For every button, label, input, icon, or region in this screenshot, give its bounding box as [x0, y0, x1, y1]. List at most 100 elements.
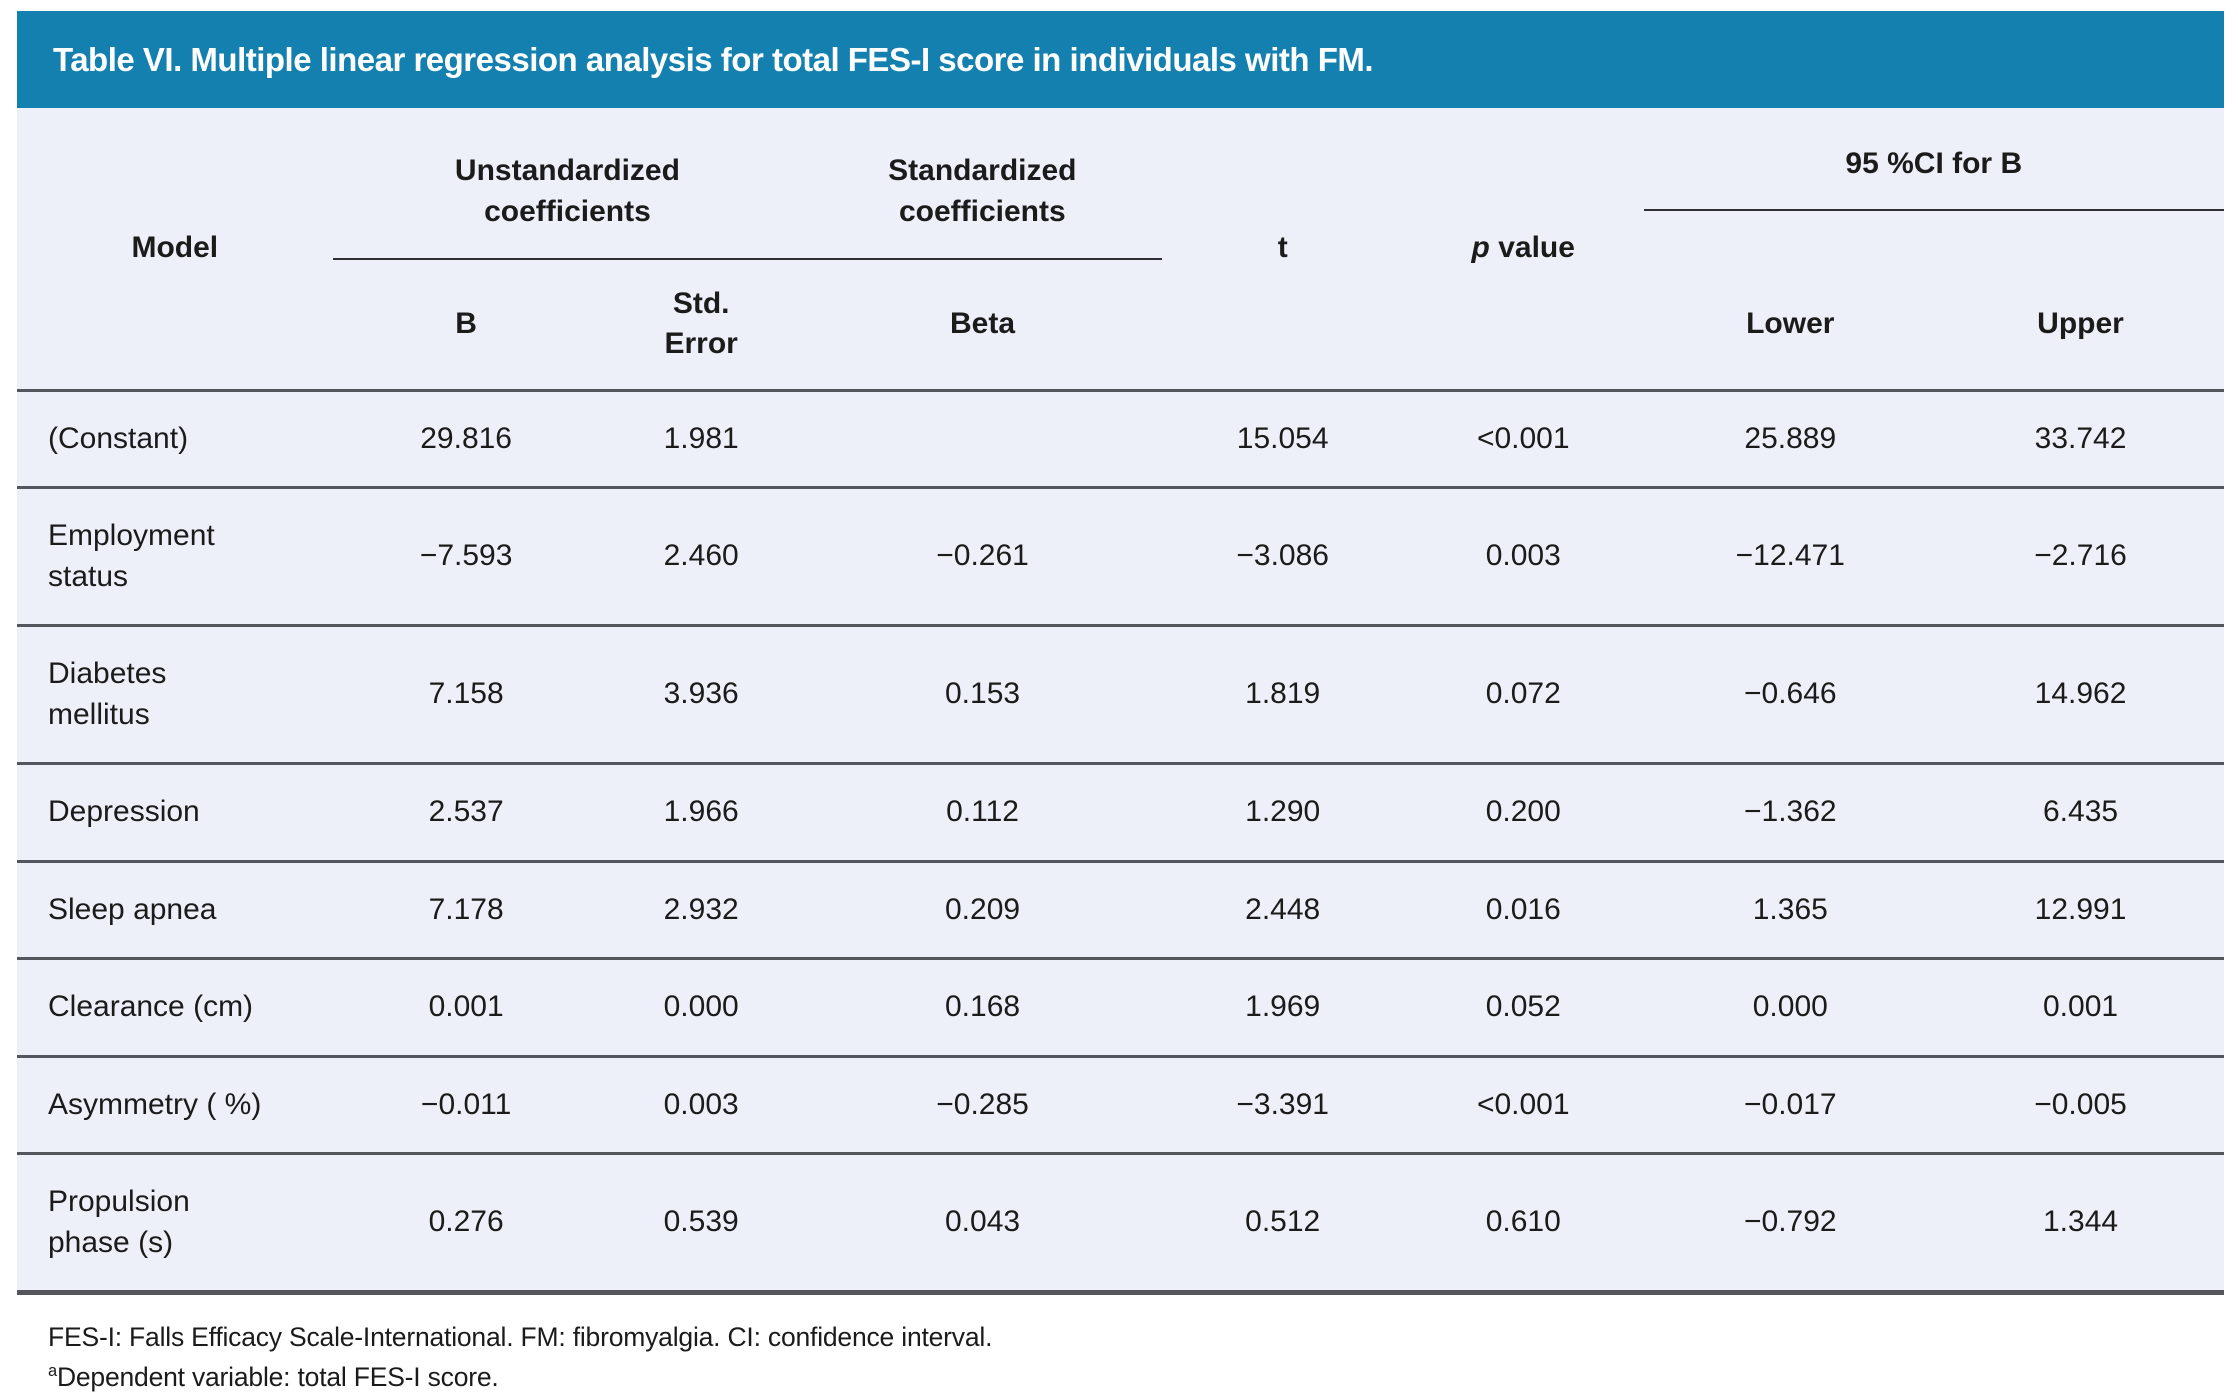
cell-t: 1.969 — [1245, 990, 1321, 1023]
cell-p: <0.001 — [1476, 421, 1570, 455]
cell-t: 0.512 — [1245, 1205, 1321, 1239]
cell-model: Sleep apnea — [17, 861, 333, 959]
cell-model: Depression — [17, 764, 333, 862]
cell-beta: 0.168 — [945, 990, 1021, 1023]
cell-beta: −0.261 — [936, 539, 1029, 573]
cell-lower: 0.000 — [1752, 990, 1828, 1023]
beta-label: Beta — [950, 307, 1016, 340]
cell-upper: 6.435 — [2042, 795, 2119, 828]
cell-b: −7.593 — [419, 539, 513, 573]
cell-p: 0.052 — [1485, 990, 1561, 1023]
cell-p: 0.003 — [1485, 539, 1561, 573]
col-header-upper: Upper — [1937, 260, 2224, 390]
regression-table: Model Unstandardized coefficients Standa… — [17, 108, 2224, 1295]
table-row-employment-status: Employment status −7.593 2.460 −0.261 −3… — [17, 487, 2224, 626]
cell-t: 1.819 — [1245, 677, 1321, 711]
table-row-depression: Depression 2.537 1.966 0.112 1.290 0.200… — [17, 763, 2224, 862]
b-label: B — [455, 307, 477, 340]
col-header-lower: Lower — [1644, 260, 1938, 390]
col-group-standardized: Standardized coefficients — [802, 151, 1162, 232]
cell-p: 0.072 — [1485, 677, 1561, 711]
model-label: Sleep apnea — [48, 892, 217, 926]
cell-upper: 14.962 — [2034, 677, 2127, 711]
cell-model: Employment status — [17, 488, 333, 626]
cell-b: 7.158 — [428, 677, 504, 711]
cell-beta: 0.209 — [945, 892, 1021, 926]
model-label: Depression — [48, 795, 200, 828]
cell-t: 2.448 — [1245, 892, 1321, 926]
p-rest: value — [1489, 231, 1575, 264]
col-header-model-label: Model — [131, 231, 219, 264]
footnote-dependent-variable: aDependent variable: total FES-I score. — [48, 1357, 2224, 1397]
table-row-propulsion-phase: Propulsion phase (s) 0.276 0.539 0.043 0… — [17, 1153, 2224, 1293]
t-label: t — [1277, 231, 1288, 264]
cell-beta — [803, 390, 1163, 488]
cell-b: 0.276 — [428, 1205, 504, 1239]
cell-p: 0.200 — [1485, 795, 1561, 828]
coefficients-group-row: Unstandardized coefficients Standardized… — [332, 151, 1163, 260]
footnote-dependent-variable-text: Dependent variable: total FES-I score. — [56, 1362, 499, 1392]
cell-lower: −12.471 — [1735, 539, 1845, 573]
table-title-bar: Table VI. Multiple linear regression ana… — [17, 11, 2224, 108]
cell-std-error: 1.981 — [663, 421, 739, 455]
cell-std-error: 0.000 — [663, 990, 739, 1023]
col-group-ci: 95 %CI for B — [1643, 108, 2224, 260]
cell-lower: −1.362 — [1743, 795, 1837, 828]
std-error-label: Std. Error — [664, 286, 738, 361]
cell-model: (Constant) — [17, 390, 333, 488]
cell-model: Asymmetry ( %) — [17, 1056, 333, 1154]
cell-upper: −0.005 — [2034, 1087, 2127, 1121]
cell-std-error: 0.003 — [663, 1087, 739, 1121]
table-row-clearance: Clearance (cm) 0.001 0.000 0.168 1.969 0… — [17, 958, 2224, 1057]
cell-beta: −0.285 — [936, 1087, 1029, 1121]
cell-t: −3.086 — [1236, 539, 1329, 573]
upper-label: Upper — [2037, 307, 2124, 340]
cell-p: <0.001 — [1476, 1087, 1570, 1121]
cell-model: Clearance (cm) — [17, 959, 333, 1057]
model-label: (Constant) — [48, 421, 189, 455]
cell-beta: 0.153 — [945, 677, 1021, 711]
col-group-coefficients: Unstandardized coefficients Standardized… — [332, 108, 1163, 260]
cell-beta: 0.043 — [945, 1205, 1021, 1239]
cell-upper: 12.991 — [2034, 892, 2127, 926]
table-title: Table VI. Multiple linear regression ana… — [53, 40, 1374, 78]
col-header-beta: Beta — [803, 260, 1163, 390]
cell-std-error: 2.932 — [663, 892, 739, 926]
cell-upper: 0.001 — [2042, 990, 2119, 1023]
col-header-t: t — [1162, 108, 1403, 390]
model-label: Employment status — [48, 519, 215, 593]
cell-std-error: 3.936 — [663, 677, 739, 711]
standardized-label: Standardized coefficients — [888, 154, 1077, 228]
p-italic: p — [1471, 231, 1490, 264]
cell-std-error: 2.460 — [663, 539, 739, 573]
cell-beta: 0.112 — [946, 795, 1019, 828]
cell-b: 7.178 — [428, 892, 504, 926]
cell-upper: −2.716 — [2034, 539, 2127, 573]
footnote-superscript-a: a — [48, 1362, 57, 1381]
cell-lower: −0.017 — [1743, 1087, 1837, 1121]
cell-model: Diabetes mellitus — [17, 626, 333, 764]
table-row-asymmetry: Asymmetry ( %) −0.011 0.003 −0.285 −3.39… — [17, 1056, 2224, 1154]
col-header-p-value: p value — [1403, 108, 1644, 390]
cell-p: 0.610 — [1485, 1205, 1561, 1239]
table-card: Table VI. Multiple linear regression ana… — [17, 11, 2224, 1397]
model-label: Asymmetry ( %) — [48, 1087, 262, 1121]
unstandardized-label: Unstandardized coefficients — [454, 154, 680, 228]
cell-t: 1.290 — [1245, 795, 1321, 828]
table-row-constant: (Constant) 29.816 1.981 15.054 <0.001 25… — [17, 390, 2224, 488]
cell-std-error: 0.539 — [663, 1205, 739, 1239]
cell-lower: 1.365 — [1752, 892, 1828, 926]
table-row-diabetes-mellitus: Diabetes mellitus 7.158 3.936 0.153 1.81… — [17, 625, 2224, 764]
cell-b: −0.011 — [420, 1087, 512, 1121]
lower-label: Lower — [1746, 307, 1835, 340]
col-header-model: Model — [17, 108, 333, 390]
table-header: Model Unstandardized coefficients Standa… — [17, 108, 2224, 390]
cell-lower: −0.792 — [1743, 1205, 1837, 1239]
cell-lower: −0.646 — [1743, 677, 1837, 711]
cell-std-error: 1.966 — [663, 795, 739, 828]
cell-upper: 1.344 — [2042, 1205, 2119, 1239]
cell-b: 0.001 — [428, 990, 504, 1023]
p-value-label: p value — [1472, 231, 1575, 264]
table-row-sleep-apnea: Sleep apnea 7.178 2.932 0.209 2.448 0.01… — [17, 861, 2224, 959]
